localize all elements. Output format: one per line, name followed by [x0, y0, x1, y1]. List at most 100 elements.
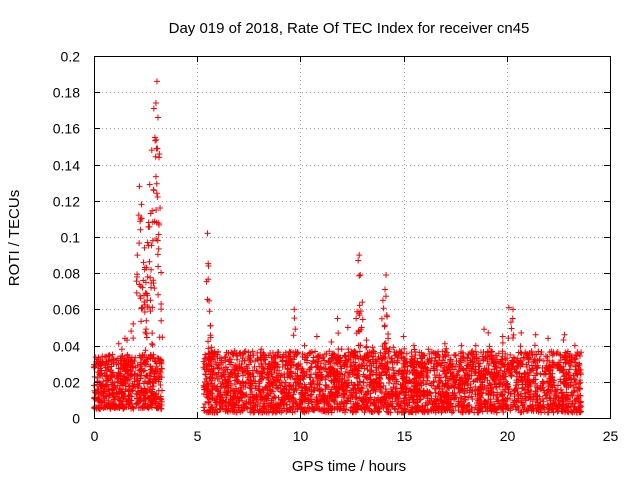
data-point — [136, 380, 143, 387]
data-point — [92, 404, 99, 411]
data-point — [100, 360, 107, 367]
y-tick-label: 0.08 — [53, 266, 80, 282]
data-point — [100, 392, 107, 399]
data-point — [575, 362, 582, 369]
data-point — [577, 366, 584, 373]
data-point — [106, 368, 113, 375]
data-point — [520, 354, 527, 361]
data-point — [253, 367, 260, 374]
data-point — [142, 378, 149, 385]
data-point — [218, 400, 225, 407]
data-point — [158, 360, 165, 367]
data-point — [157, 405, 164, 412]
data-point — [128, 405, 135, 412]
x-tick-label: 25 — [603, 428, 619, 444]
data-point — [365, 388, 372, 395]
x-axis-label: GPS time / hours — [292, 458, 406, 475]
data-point — [157, 381, 164, 388]
data-point — [147, 370, 154, 377]
data-point — [158, 398, 165, 405]
data-point — [326, 348, 333, 355]
data-point — [540, 387, 547, 394]
y-tick-label: 0.16 — [53, 121, 80, 137]
chart-title: Day 019 of 2018, Rate Of TEC Index for r… — [169, 20, 530, 37]
data-point — [423, 381, 430, 388]
data-point — [462, 357, 469, 364]
data-point — [537, 371, 544, 378]
data-point — [137, 375, 144, 382]
data-point — [571, 387, 578, 394]
data-point — [115, 396, 122, 403]
data-point — [513, 384, 520, 391]
data-point — [138, 361, 145, 368]
data-point — [281, 385, 288, 392]
data-point — [146, 372, 153, 379]
data-point — [119, 394, 126, 401]
data-point — [566, 366, 573, 373]
y-tick-label: 0.2 — [61, 49, 81, 65]
data-point — [154, 355, 161, 362]
data-point — [364, 366, 371, 373]
data-point — [312, 348, 319, 355]
y-tick-label: 0.18 — [53, 85, 80, 101]
data-point — [137, 395, 144, 402]
data-point — [507, 351, 514, 358]
x-tick-label: 15 — [397, 428, 413, 444]
data-point — [325, 384, 332, 391]
data-point — [377, 349, 384, 356]
data-point — [133, 390, 140, 397]
data-point — [283, 408, 290, 415]
data-point — [554, 363, 561, 370]
y-tick-label: 0.12 — [53, 194, 80, 210]
data-point — [436, 379, 443, 386]
data-point — [120, 405, 127, 412]
data-point — [140, 403, 147, 410]
data-point — [148, 368, 155, 375]
data-point — [278, 389, 285, 396]
data-point — [378, 389, 385, 396]
data-point — [102, 381, 109, 388]
data-point — [300, 393, 307, 400]
data-point — [239, 379, 246, 386]
x-tick-label: 5 — [194, 428, 202, 444]
data-point — [112, 401, 119, 408]
data-point — [150, 383, 157, 390]
data-point — [310, 378, 317, 385]
data-point — [519, 402, 526, 409]
data-point — [138, 388, 145, 395]
data-point — [230, 390, 237, 397]
data-point — [233, 377, 240, 384]
data-point — [147, 375, 154, 382]
data-point — [227, 374, 234, 381]
data-point — [101, 403, 108, 410]
data-point — [156, 356, 163, 363]
data-point — [99, 353, 106, 360]
data-point — [430, 349, 437, 356]
data-point — [202, 351, 209, 358]
data-point — [246, 370, 253, 377]
data-point — [427, 390, 434, 397]
data-point — [559, 394, 566, 401]
data-point — [274, 352, 281, 359]
data-point — [148, 404, 155, 411]
data-point — [128, 397, 135, 404]
data-point — [109, 403, 116, 410]
data-point — [156, 396, 163, 403]
data-point — [381, 355, 388, 362]
y-tick-label: 0.14 — [53, 158, 80, 174]
data-point — [209, 383, 216, 390]
data-point — [535, 348, 542, 355]
data-point — [157, 395, 164, 402]
y-axis-label: ROTI / TECUs — [6, 190, 23, 286]
data-point — [398, 398, 405, 405]
data-point — [149, 393, 156, 400]
y-tick-label: 0 — [72, 411, 80, 427]
data-point — [133, 400, 140, 407]
data-point — [493, 380, 500, 387]
y-tick-label: 0.04 — [53, 339, 80, 355]
data-point — [459, 409, 466, 416]
data-point — [126, 387, 133, 394]
data-point — [204, 362, 211, 369]
data-point — [153, 375, 160, 382]
